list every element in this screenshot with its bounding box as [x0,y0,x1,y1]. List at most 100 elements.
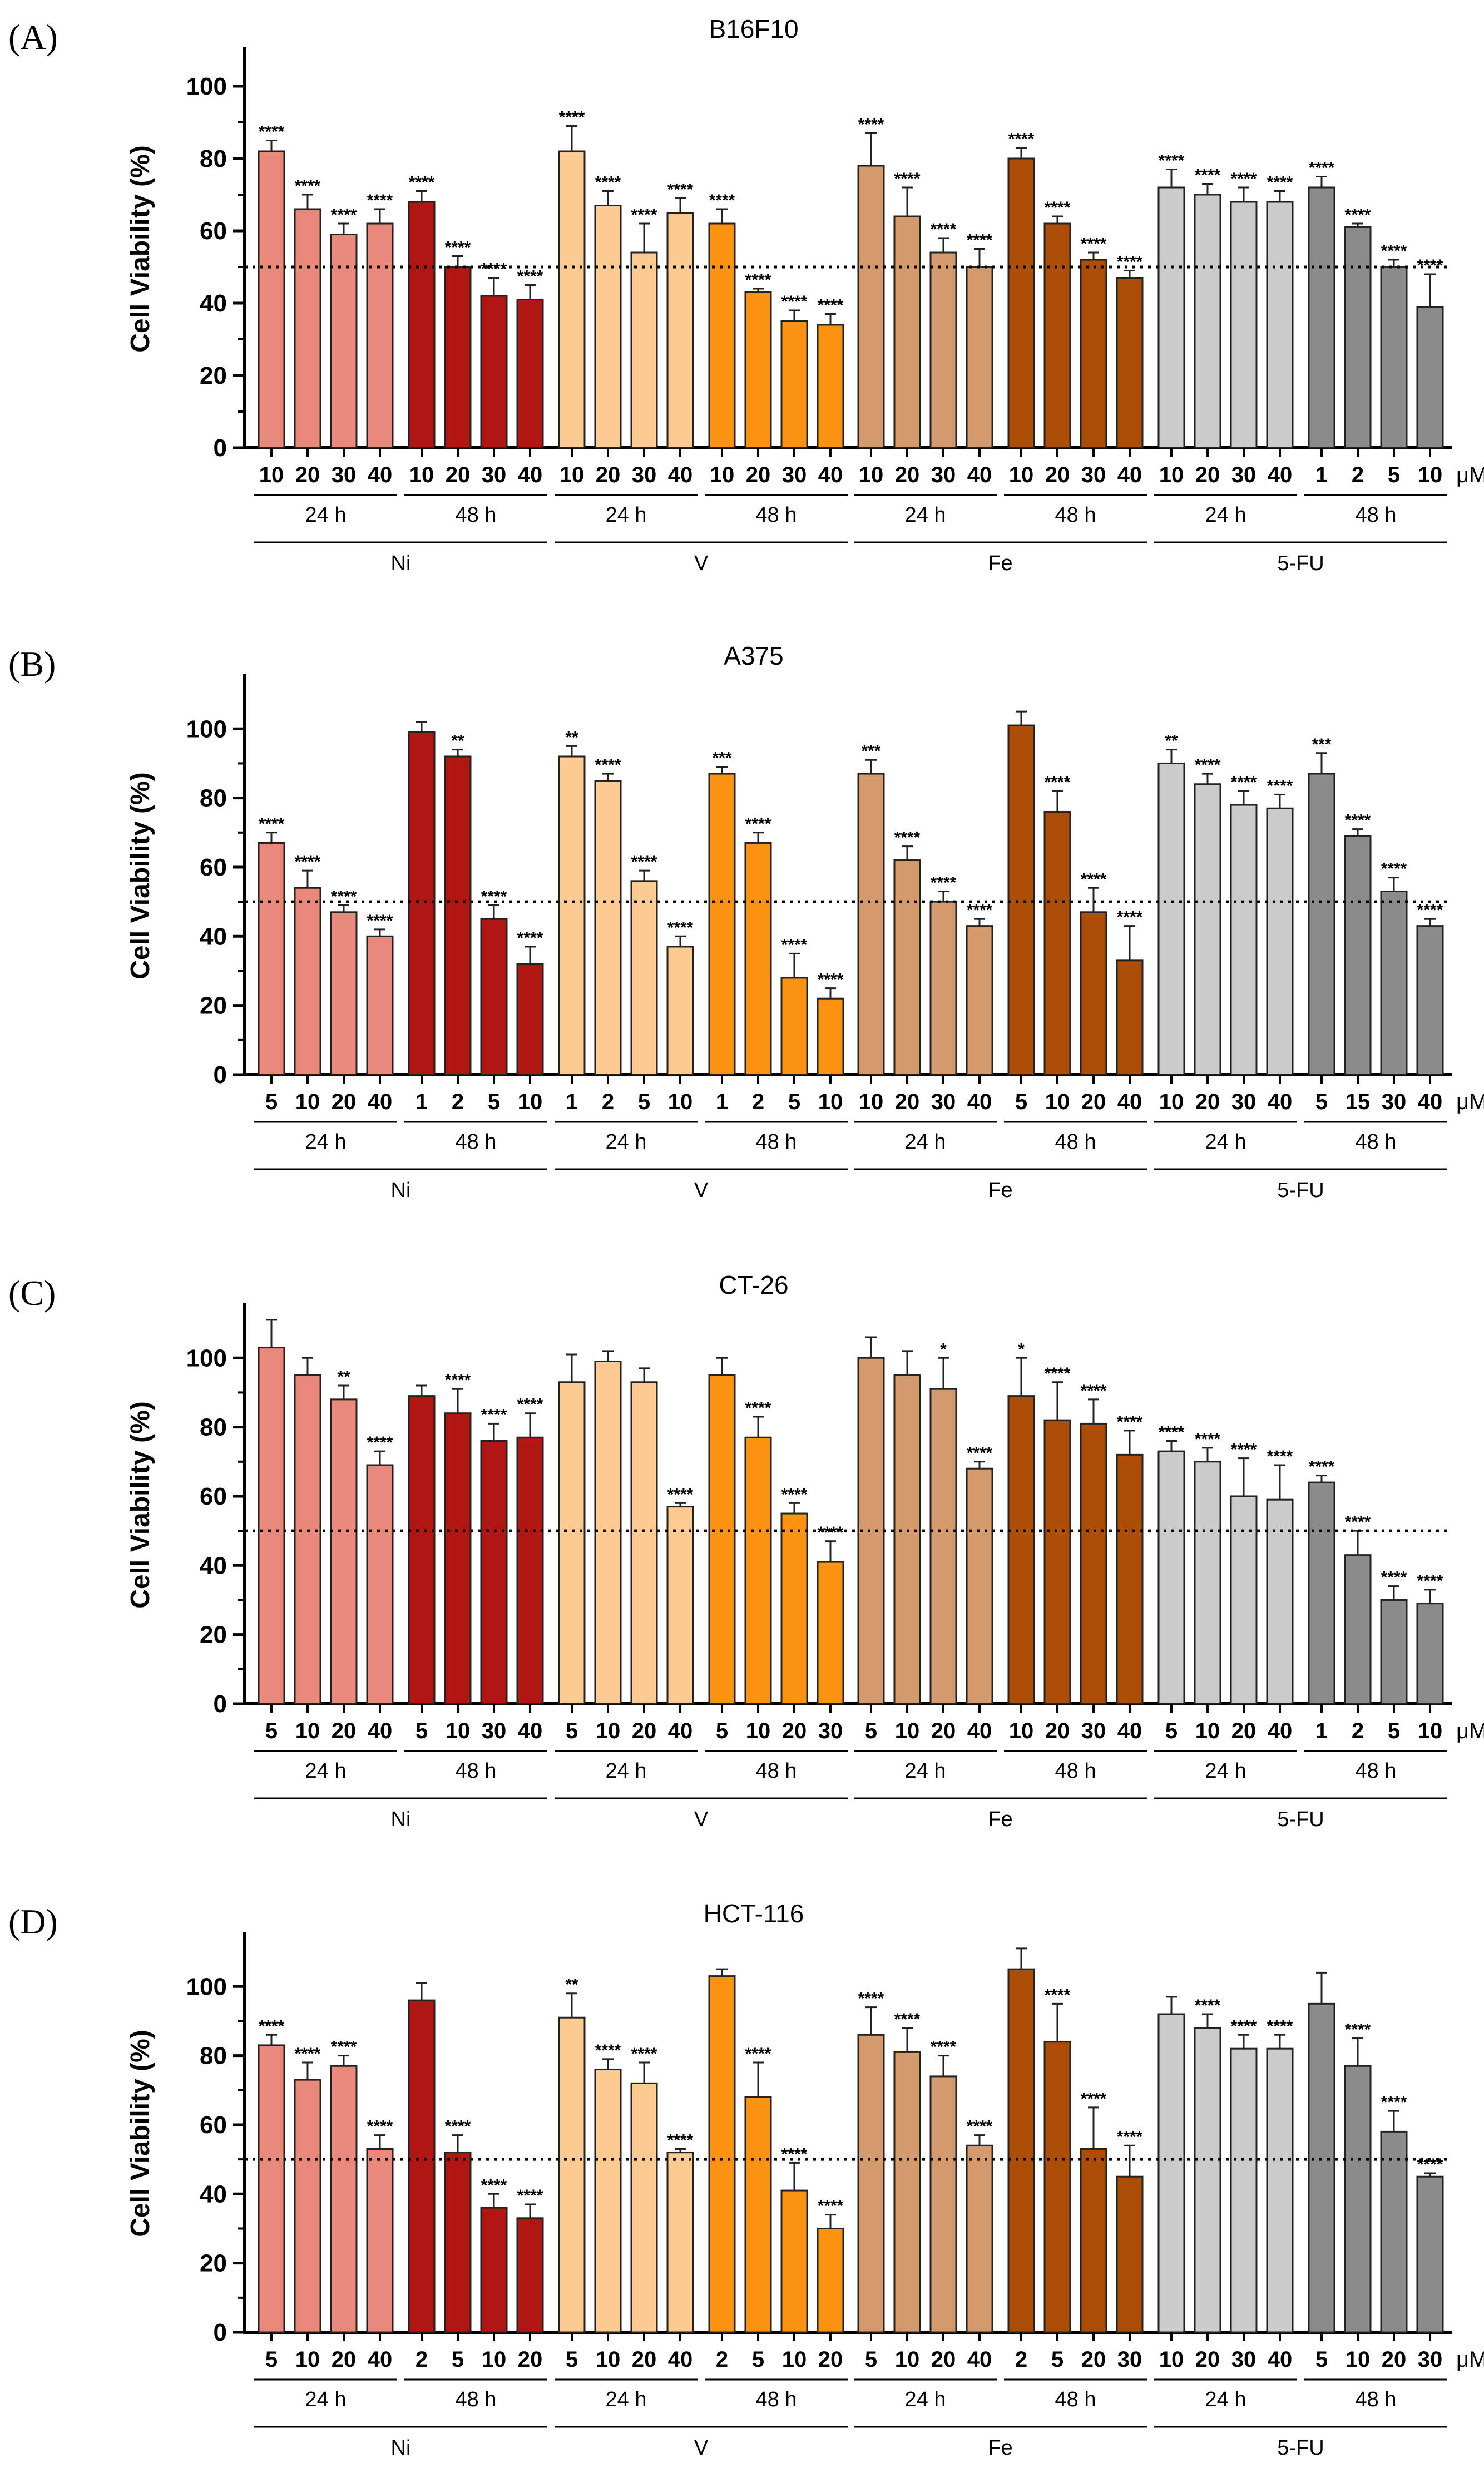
concentration-label: 10 [1159,463,1184,487]
y-tick-label: 100 [186,715,227,743]
significance-label: **** [595,756,621,774]
bar [294,887,321,1076]
bar [516,963,544,1076]
bar [708,1374,736,1705]
significance-label: **** [409,174,435,192]
concentration-label: 1 [566,1090,578,1114]
concentration-label: 20 [1081,2347,1106,2372]
bar [1157,1450,1185,1705]
significance-label: **** [1081,870,1107,888]
concentration-label: 5 [566,1719,578,1743]
bar [294,2079,321,2333]
y-axis-label: Cell Viability (%) [126,145,155,353]
bar [516,2217,544,2333]
bar [1266,201,1294,449]
significance-label: **** [781,1485,808,1503]
bar [1344,1554,1372,1705]
significance-label: **** [1195,166,1221,185]
concentration-label: 10 [782,2347,807,2372]
concentration-label: 20 [1195,463,1220,487]
chart-title: CT-26 [719,1270,788,1299]
time-label: 24 h [905,1759,946,1783]
bar [744,1436,772,1705]
bar [594,1360,622,1705]
bar [966,925,993,1076]
significance-label: **** [1117,2128,1143,2146]
concentration-label: 10 [1045,1090,1070,1114]
bar [1308,773,1335,1076]
time-label: 48 h [756,503,797,527]
concentration-label: 5 [752,2347,764,2372]
time-label: 24 h [1205,2388,1246,2411]
concentration-label: 5 [1388,1719,1400,1743]
concentration-label: 20 [295,463,320,487]
bar [666,2152,694,2333]
bar [1416,2175,1444,2333]
significance-label: **** [1309,1458,1335,1476]
significance-label: **** [931,873,957,892]
concentration-label: 40 [1268,463,1293,487]
time-label: 48 h [1356,503,1397,527]
concentration-label: 10 [446,1719,471,1743]
bar [558,1381,586,1705]
time-label: 48 h [456,1130,497,1154]
bar [1080,259,1107,449]
concentration-label: 20 [1195,2347,1220,2372]
concentration-label: 40 [967,463,992,487]
time-label: 48 h [756,2388,797,2411]
time-label: 24 h [606,1130,647,1154]
bar [966,1467,993,1705]
bar [408,1999,436,2333]
time-label: 48 h [456,1759,497,1783]
significance-label: **** [481,260,507,279]
y-tick-label: 20 [200,992,227,1020]
concentration-label: 10 [1009,463,1034,487]
concentration-label: 5 [716,1719,728,1743]
bar [408,201,436,449]
bar [1266,1498,1294,1705]
bar [744,2096,772,2333]
bar [594,780,622,1076]
agent-label: Ni [391,1808,411,1831]
y-tick-label: 60 [200,217,227,245]
agent-label: 5-FU [1277,1808,1324,1831]
y-tick-label: 40 [200,290,227,317]
concentration-label: 20 [782,1719,807,1743]
concentration-label: 40 [1117,463,1142,487]
significance-label: * [940,1340,947,1358]
bar [1308,1481,1335,1705]
agent-label: Fe [988,2436,1012,2460]
bar [929,1388,957,1705]
concentration-label: 20 [1231,1719,1257,1743]
significance-label: **** [667,1485,694,1503]
y-tick-label: 20 [200,362,227,389]
unit-label: μM [1456,2347,1484,2372]
concentration-label: 40 [1117,1090,1142,1114]
significance-label: **** [331,206,357,224]
concentration-label: 2 [752,1090,764,1114]
significance-label: *** [861,742,880,760]
panel-letter: (D) [8,1902,58,1941]
concentration-label: 30 [782,463,807,487]
significance-label: **** [1381,860,1407,878]
significance-label: **** [967,2118,993,2136]
bar [558,755,586,1076]
time-label: 48 h [1356,2388,1397,2411]
significance-label: **** [1267,1447,1293,1466]
y-tick-label: 60 [200,854,227,881]
concentration-label: 2 [1015,2347,1027,2372]
significance-label: **** [1117,908,1143,927]
significance-label: **** [631,206,657,224]
significance-label: **** [445,239,471,257]
bar [366,1464,394,1705]
concentration-label: 30 [818,1719,843,1743]
bar [558,2016,586,2333]
concentration-label: 1 [716,1090,728,1114]
significance-label: **** [667,918,694,937]
bar [1230,1495,1258,1705]
significance-label: **** [1045,1986,1071,2004]
panel-letter: (A) [8,17,58,57]
significance-label: **** [781,2145,808,2163]
concentration-label: 40 [518,463,543,487]
bar [1344,2065,1372,2333]
